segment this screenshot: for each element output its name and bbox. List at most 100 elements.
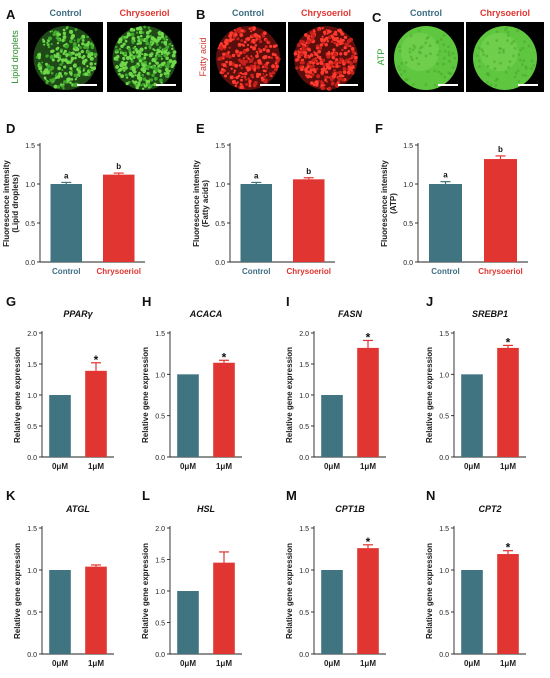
atp-texture <box>506 34 510 38</box>
stain-dot <box>92 66 97 70</box>
atp-texture <box>412 82 415 86</box>
stain-dot <box>317 49 322 54</box>
significance-label: * <box>366 535 371 549</box>
stain-dot <box>249 58 254 63</box>
stain-dot <box>231 53 236 58</box>
y-tick-label: 2.0 <box>27 331 37 338</box>
stain-dot <box>335 71 339 75</box>
atp-texture <box>426 35 430 39</box>
stain-dot <box>149 43 152 46</box>
stain-dot <box>115 65 119 69</box>
treated-bar <box>497 554 519 654</box>
stain-dot <box>134 54 137 58</box>
stain-dot <box>56 85 61 89</box>
stain-dot <box>57 66 61 71</box>
control-bar <box>177 374 199 457</box>
stain-dot <box>220 68 225 72</box>
stain-dot <box>263 64 268 68</box>
atp-texture <box>485 54 489 58</box>
y-tick-label: 0.0 <box>439 652 449 659</box>
stain-dot <box>74 53 79 57</box>
atp-texture <box>433 83 437 87</box>
treated-bar <box>213 562 235 654</box>
atp-texture <box>439 37 443 41</box>
y-tick-label: 0.0 <box>155 652 165 659</box>
atp-texture <box>447 45 450 49</box>
stain-dot <box>321 35 324 38</box>
stain-dot <box>86 65 89 68</box>
stain-dot <box>237 42 242 47</box>
stain-dot <box>49 78 53 83</box>
y-tick-label: 0.5 <box>403 221 413 228</box>
stain-dot <box>346 39 351 44</box>
stain-dot <box>315 53 319 56</box>
stain-dot <box>135 85 139 90</box>
atp-texture <box>426 70 430 74</box>
stain-dot <box>271 64 276 69</box>
stain-dot <box>159 65 163 69</box>
stain-dot <box>122 42 126 46</box>
stain-dot <box>326 54 331 59</box>
y-tick-label: 1.0 <box>403 182 413 189</box>
significance-label: a <box>443 171 448 180</box>
stain-dot <box>327 65 332 70</box>
stain-dot <box>340 43 343 46</box>
y-tick-label: 0.5 <box>27 610 37 617</box>
y-tick-label: 1.5 <box>27 526 37 533</box>
stain-dot <box>147 26 151 29</box>
panel-letter: B <box>196 7 205 22</box>
stain-dot <box>140 59 143 62</box>
stain-dot <box>145 30 150 35</box>
stain-dot <box>251 57 255 60</box>
stain-dot <box>155 61 159 65</box>
stain-dot <box>64 59 68 63</box>
y-axis-label: Relative gene expression <box>425 543 434 639</box>
stain-dot <box>35 56 39 59</box>
stain-dot <box>219 71 223 74</box>
stain-dot <box>56 42 60 45</box>
stain-dot <box>349 61 353 66</box>
stain-dot <box>86 72 91 77</box>
stain-dot <box>94 62 97 65</box>
stain-dot <box>74 28 78 32</box>
stain-dot <box>345 43 350 48</box>
stain-dot <box>44 78 47 81</box>
stain-dot <box>165 56 169 61</box>
treated-bar <box>85 370 107 457</box>
stain-dot <box>251 38 256 43</box>
atp-texture <box>485 72 489 76</box>
stain-dot <box>257 47 261 51</box>
stain-dot <box>157 53 161 58</box>
stain-dot <box>87 52 90 55</box>
stain-dot <box>80 49 84 54</box>
x-tick-label: Chrysoeriol <box>478 267 522 276</box>
atp-texture <box>400 62 404 65</box>
stain-dot <box>70 78 74 81</box>
stain-dot <box>138 26 143 31</box>
stain-dot <box>79 37 82 40</box>
stain-dot <box>329 30 333 33</box>
stain-dot <box>256 52 259 55</box>
atp-texture <box>443 75 447 79</box>
stain-dot <box>270 74 273 78</box>
stain-dot <box>267 55 271 59</box>
stain-dot <box>311 33 316 38</box>
chart-title: HSL <box>197 504 215 514</box>
y-tick-label: 1.0 <box>27 568 37 575</box>
stain-dot <box>141 61 144 64</box>
stain-dot <box>155 67 159 71</box>
stain-dot <box>50 42 53 46</box>
stain-dot <box>148 46 152 50</box>
stain-dot <box>118 47 122 51</box>
stained-embryo <box>33 26 98 90</box>
treated-title: Chrysoeriol <box>480 8 530 18</box>
stain-dot <box>76 76 78 79</box>
stain-dot <box>231 79 237 84</box>
chart-title: ATGL <box>65 504 90 514</box>
significance-label: a <box>64 171 69 180</box>
atp-texture <box>424 41 428 45</box>
y-tick-label: 0.0 <box>27 652 37 659</box>
stain-dot <box>273 53 277 57</box>
chart-title: FASN <box>338 309 363 319</box>
stain-dot <box>144 46 148 50</box>
